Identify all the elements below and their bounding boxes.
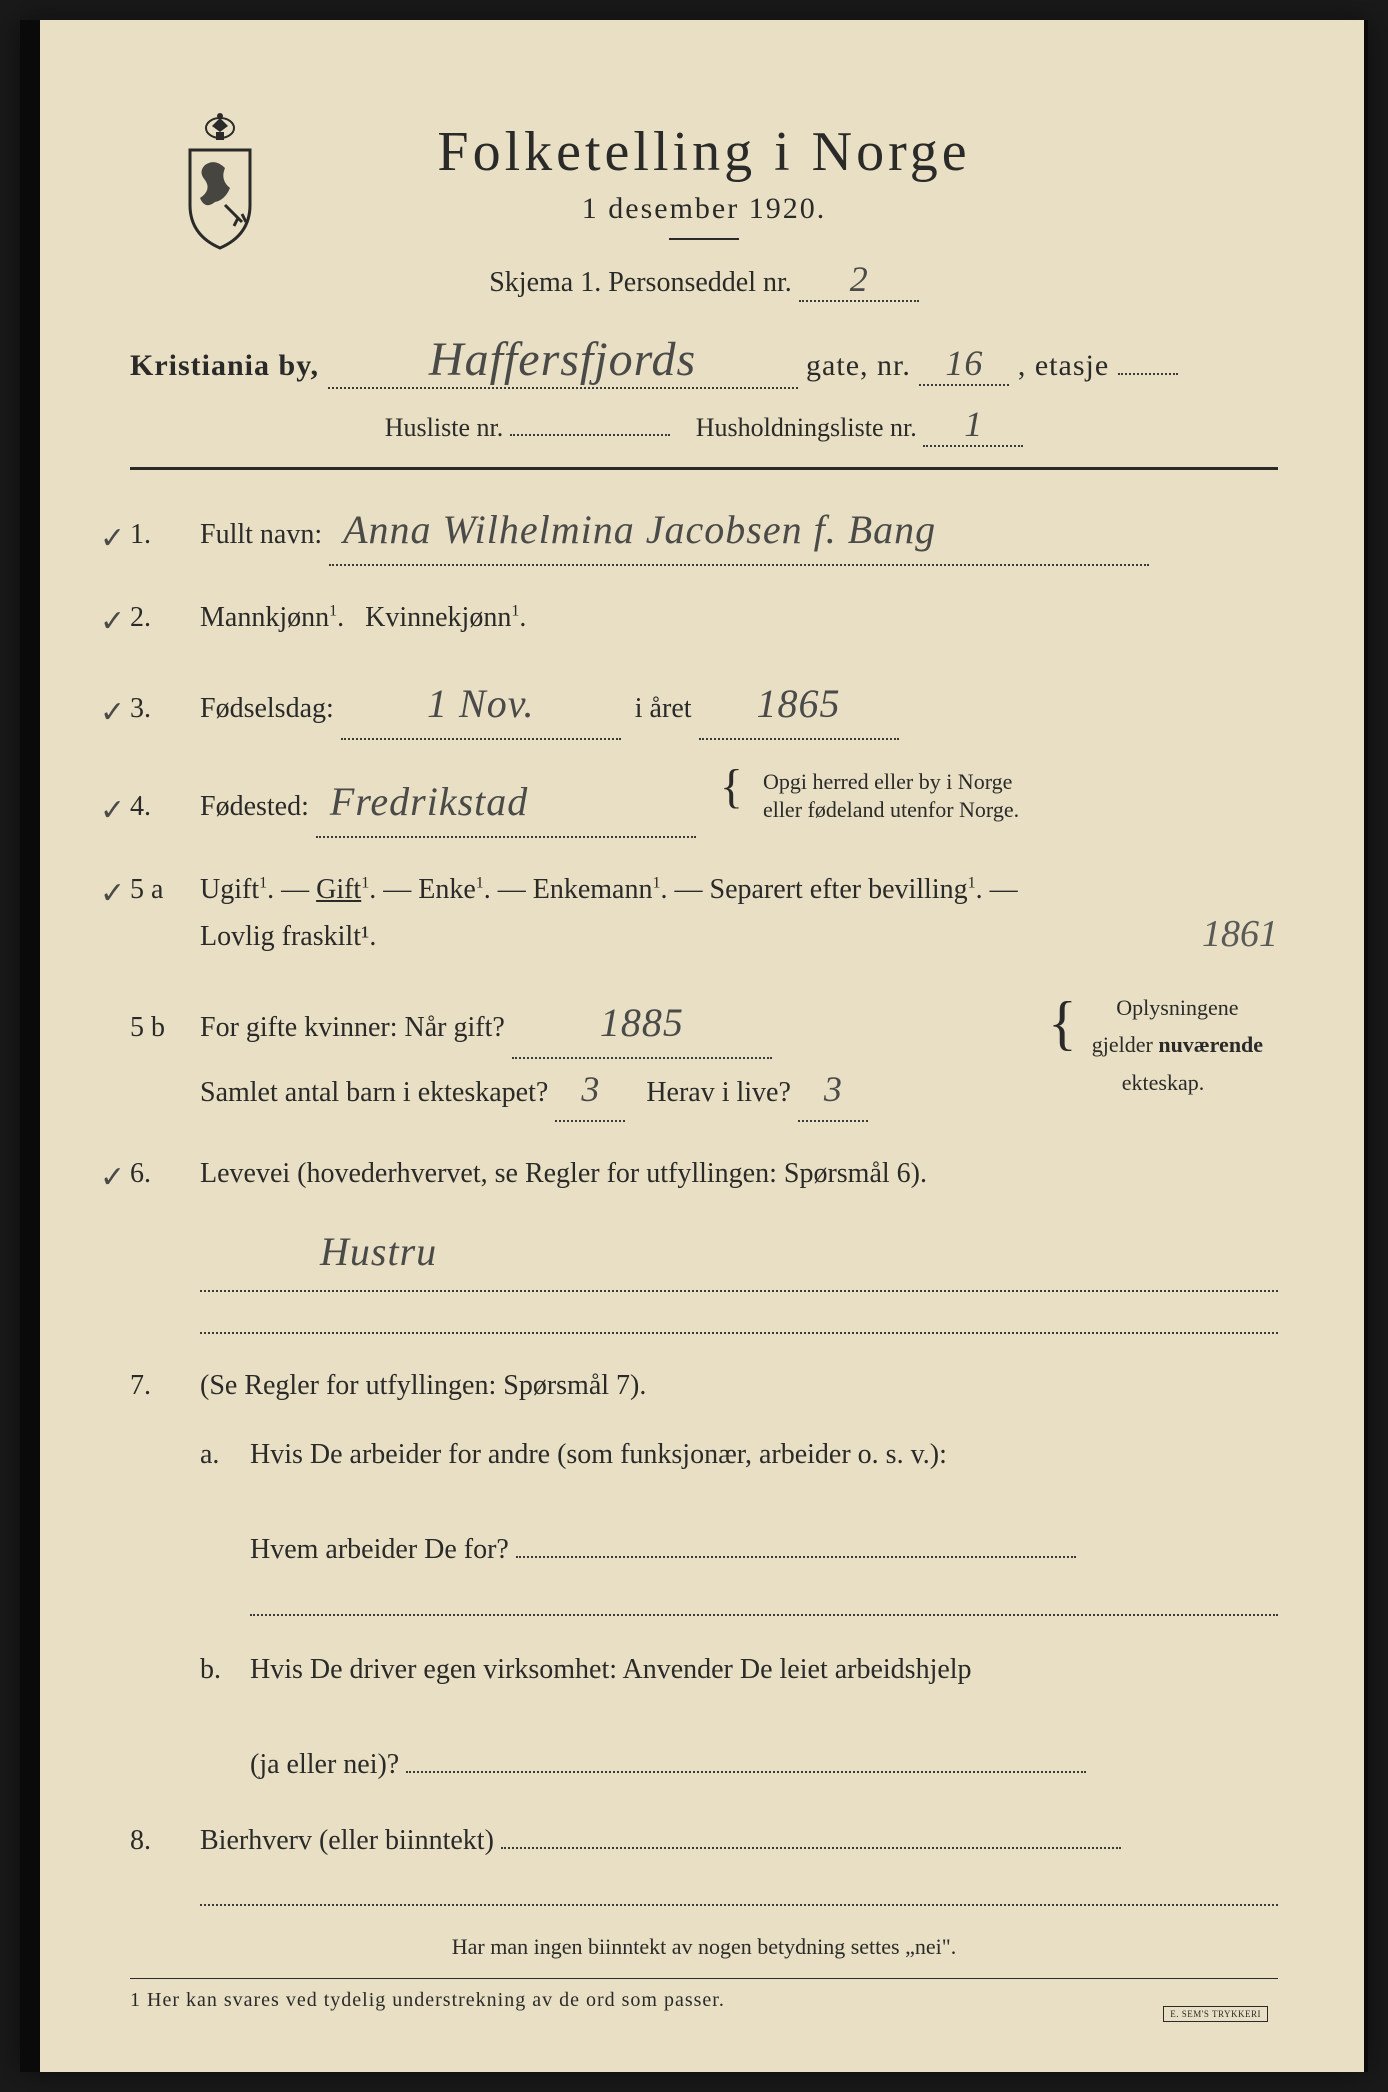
question-6: ✓6. Levevei (hovederhvervet, se Regler f… [130,1150,1278,1334]
question-2: ✓2. Mannkjønn1. Kvinnekjønn1. [130,594,1278,642]
liste-line: Husliste nr. Husholdningsliste nr. 1 [130,403,1278,447]
employer-field [516,1556,1076,1558]
q-number: 4. [130,791,151,822]
questions-block: ✓1. Fullt navn: Anna Wilhelmina Jacobsen… [130,496,1278,1906]
q5b-label3: Herav i live? [646,1077,791,1108]
checkmark-icon: ✓ [100,513,125,564]
brace-icon: { [720,768,743,825]
street-name: Haffersfjords [328,332,798,389]
secondary-occupation-field [501,1847,1121,1849]
q7a-text2: Hvem arbeider De for? [250,1534,509,1565]
question-5b: 5 b For gifte kvinner: Når gift? 1885 Sa… [130,989,1278,1122]
q5b-label1: For gifte kvinner: Når gift? [200,1012,505,1043]
q-number: 2. [130,602,151,633]
children-alive: 3 [798,1059,868,1122]
marital-options: Ugift1. — Gift1. — Enke1. — Enkemann1. —… [200,874,1018,905]
q-number: 5 b [130,1012,165,1043]
divider [130,467,1278,470]
note-line: gjelder nuværende [1092,1032,1263,1057]
blank-line [200,1332,1278,1334]
scan-edge [20,20,40,2072]
birth-year: 1865 [699,670,899,740]
coat-of-arms-icon [170,110,270,250]
checkmark-icon: ✓ [100,868,125,919]
footnote: 1 Her kan svares ved tydelig understrekn… [130,1989,1278,2012]
scan-edge [1364,20,1368,2072]
husliste-label: Husliste nr. [385,413,503,442]
footer-note: Har man ingen biinntekt av nogen betydni… [130,1934,1278,1960]
q-number: 1. [130,519,151,550]
q7b-text2: (ja eller nei)? [250,1749,399,1780]
q6-label: Levevei (hovederhvervet, se Regler for u… [200,1158,927,1189]
note-line: ekteskap. [1122,1070,1204,1095]
etasje-label: , etasje [1018,349,1109,382]
q7b-text1: Hvis De driver egen virksomhet: Anvender… [250,1654,972,1685]
note-line: eller fødeland utenfor Norge. [763,797,1019,822]
q2-kvinnekjonn: Kvinnekjønn [365,602,511,633]
q-number: 3. [130,693,151,724]
city-line: Kristiania by, Haffersfjords gate, nr. 1… [130,332,1278,389]
question-4: ✓4. Fødested: Fredrikstad { Opgi herred … [130,768,1278,838]
etasje-value [1118,373,1178,375]
census-date: 1 desember 1920. [130,192,1278,226]
blank-line [250,1614,1278,1616]
question-1: ✓1. Fullt navn: Anna Wilhelmina Jacobsen… [130,496,1278,566]
q7-label: (Se Regler for utfyllingen: Spørsmål 7). [200,1370,646,1401]
q5b-label2: Samlet antal barn i ekteskapet? [200,1077,548,1108]
q7a-text1: Hvis De arbeider for andre (som funksjon… [250,1439,947,1470]
marriage-year: 1885 [512,989,772,1059]
printer-mark: E. SEM'S TRYKKERI [1163,2006,1268,2022]
checkmark-icon: ✓ [100,1152,125,1203]
margin-handwriting: 1861 [1202,902,1278,967]
q7b-label: b. [200,1646,250,1789]
q1-label: Fullt navn: [200,519,322,550]
q2-mannkjonn: Mannkjønn [200,602,329,633]
q7a-label: a. [200,1431,250,1616]
separator [669,238,739,240]
q8-label: Bierhverv (eller biinntekt) [200,1825,494,1856]
q5b-side-note: { Oplysningene gjelder nuværende ekteska… [1048,989,1278,1101]
checkmark-icon: ✓ [100,687,125,738]
husholdning-label: Husholdningsliste nr. [696,413,917,442]
page-title: Folketelling i Norge [130,120,1278,184]
question-5a: ✓5 a Ugift1. — Gift1. — Enke1. — Enkeman… [130,866,1278,961]
checkmark-icon: ✓ [100,785,125,836]
checkmark-icon: ✓ [100,596,125,647]
city-prefix: Kristiania by, [130,349,319,382]
note-line: Oplysningene [1116,995,1238,1020]
marital-options-2: Lovlig fraskilt¹. [200,921,376,952]
birth-day: 1 Nov. [341,670,621,740]
q-number: 8. [130,1825,151,1856]
skjema-label: Skjema 1. Personseddel nr. [489,267,792,298]
gate-nr: 16 [919,342,1009,386]
question-3: ✓3. Fødselsdag: 1 Nov. i året 1865 [130,670,1278,740]
skjema-line: Skjema 1. Personseddel nr. 2 [489,258,919,302]
personseddel-nr: 2 [799,258,919,302]
blank-line [200,1904,1278,1906]
hired-help-field [406,1771,1086,1773]
q4-side-note: Opgi herred eller by i Norge eller fødel… [763,768,1019,825]
gate-label: gate, nr. [806,349,911,382]
footer-rule [130,1978,1278,1979]
q-number: 5 a [130,874,163,905]
q3-label: Fødselsdag: [200,693,334,724]
full-name: Anna Wilhelmina Jacobsen f. Bang [329,496,1149,566]
census-form-page: Folketelling i Norge 1 desember 1920. Sk… [20,20,1368,2072]
brace-icon: { [1048,999,1077,1047]
header: Folketelling i Norge 1 desember 1920. Sk… [130,120,1278,302]
q-number: 6. [130,1158,151,1189]
q3-year-label: i året [635,693,692,724]
q-number: 7. [130,1370,151,1401]
occupation: Hustru [200,1229,437,1274]
birthplace: Fredrikstad [316,768,696,838]
husliste-nr [510,434,670,436]
question-8: 8. Bierhverv (eller biinntekt) [130,1817,1278,1907]
children-total: 3 [555,1059,625,1122]
husholdning-nr: 1 [923,403,1023,447]
note-line: Opgi herred eller by i Norge [763,769,1012,794]
q4-label: Fødested: [200,791,309,822]
question-7: 7. (Se Regler for utfyllingen: Spørsmål … [130,1362,1278,1789]
